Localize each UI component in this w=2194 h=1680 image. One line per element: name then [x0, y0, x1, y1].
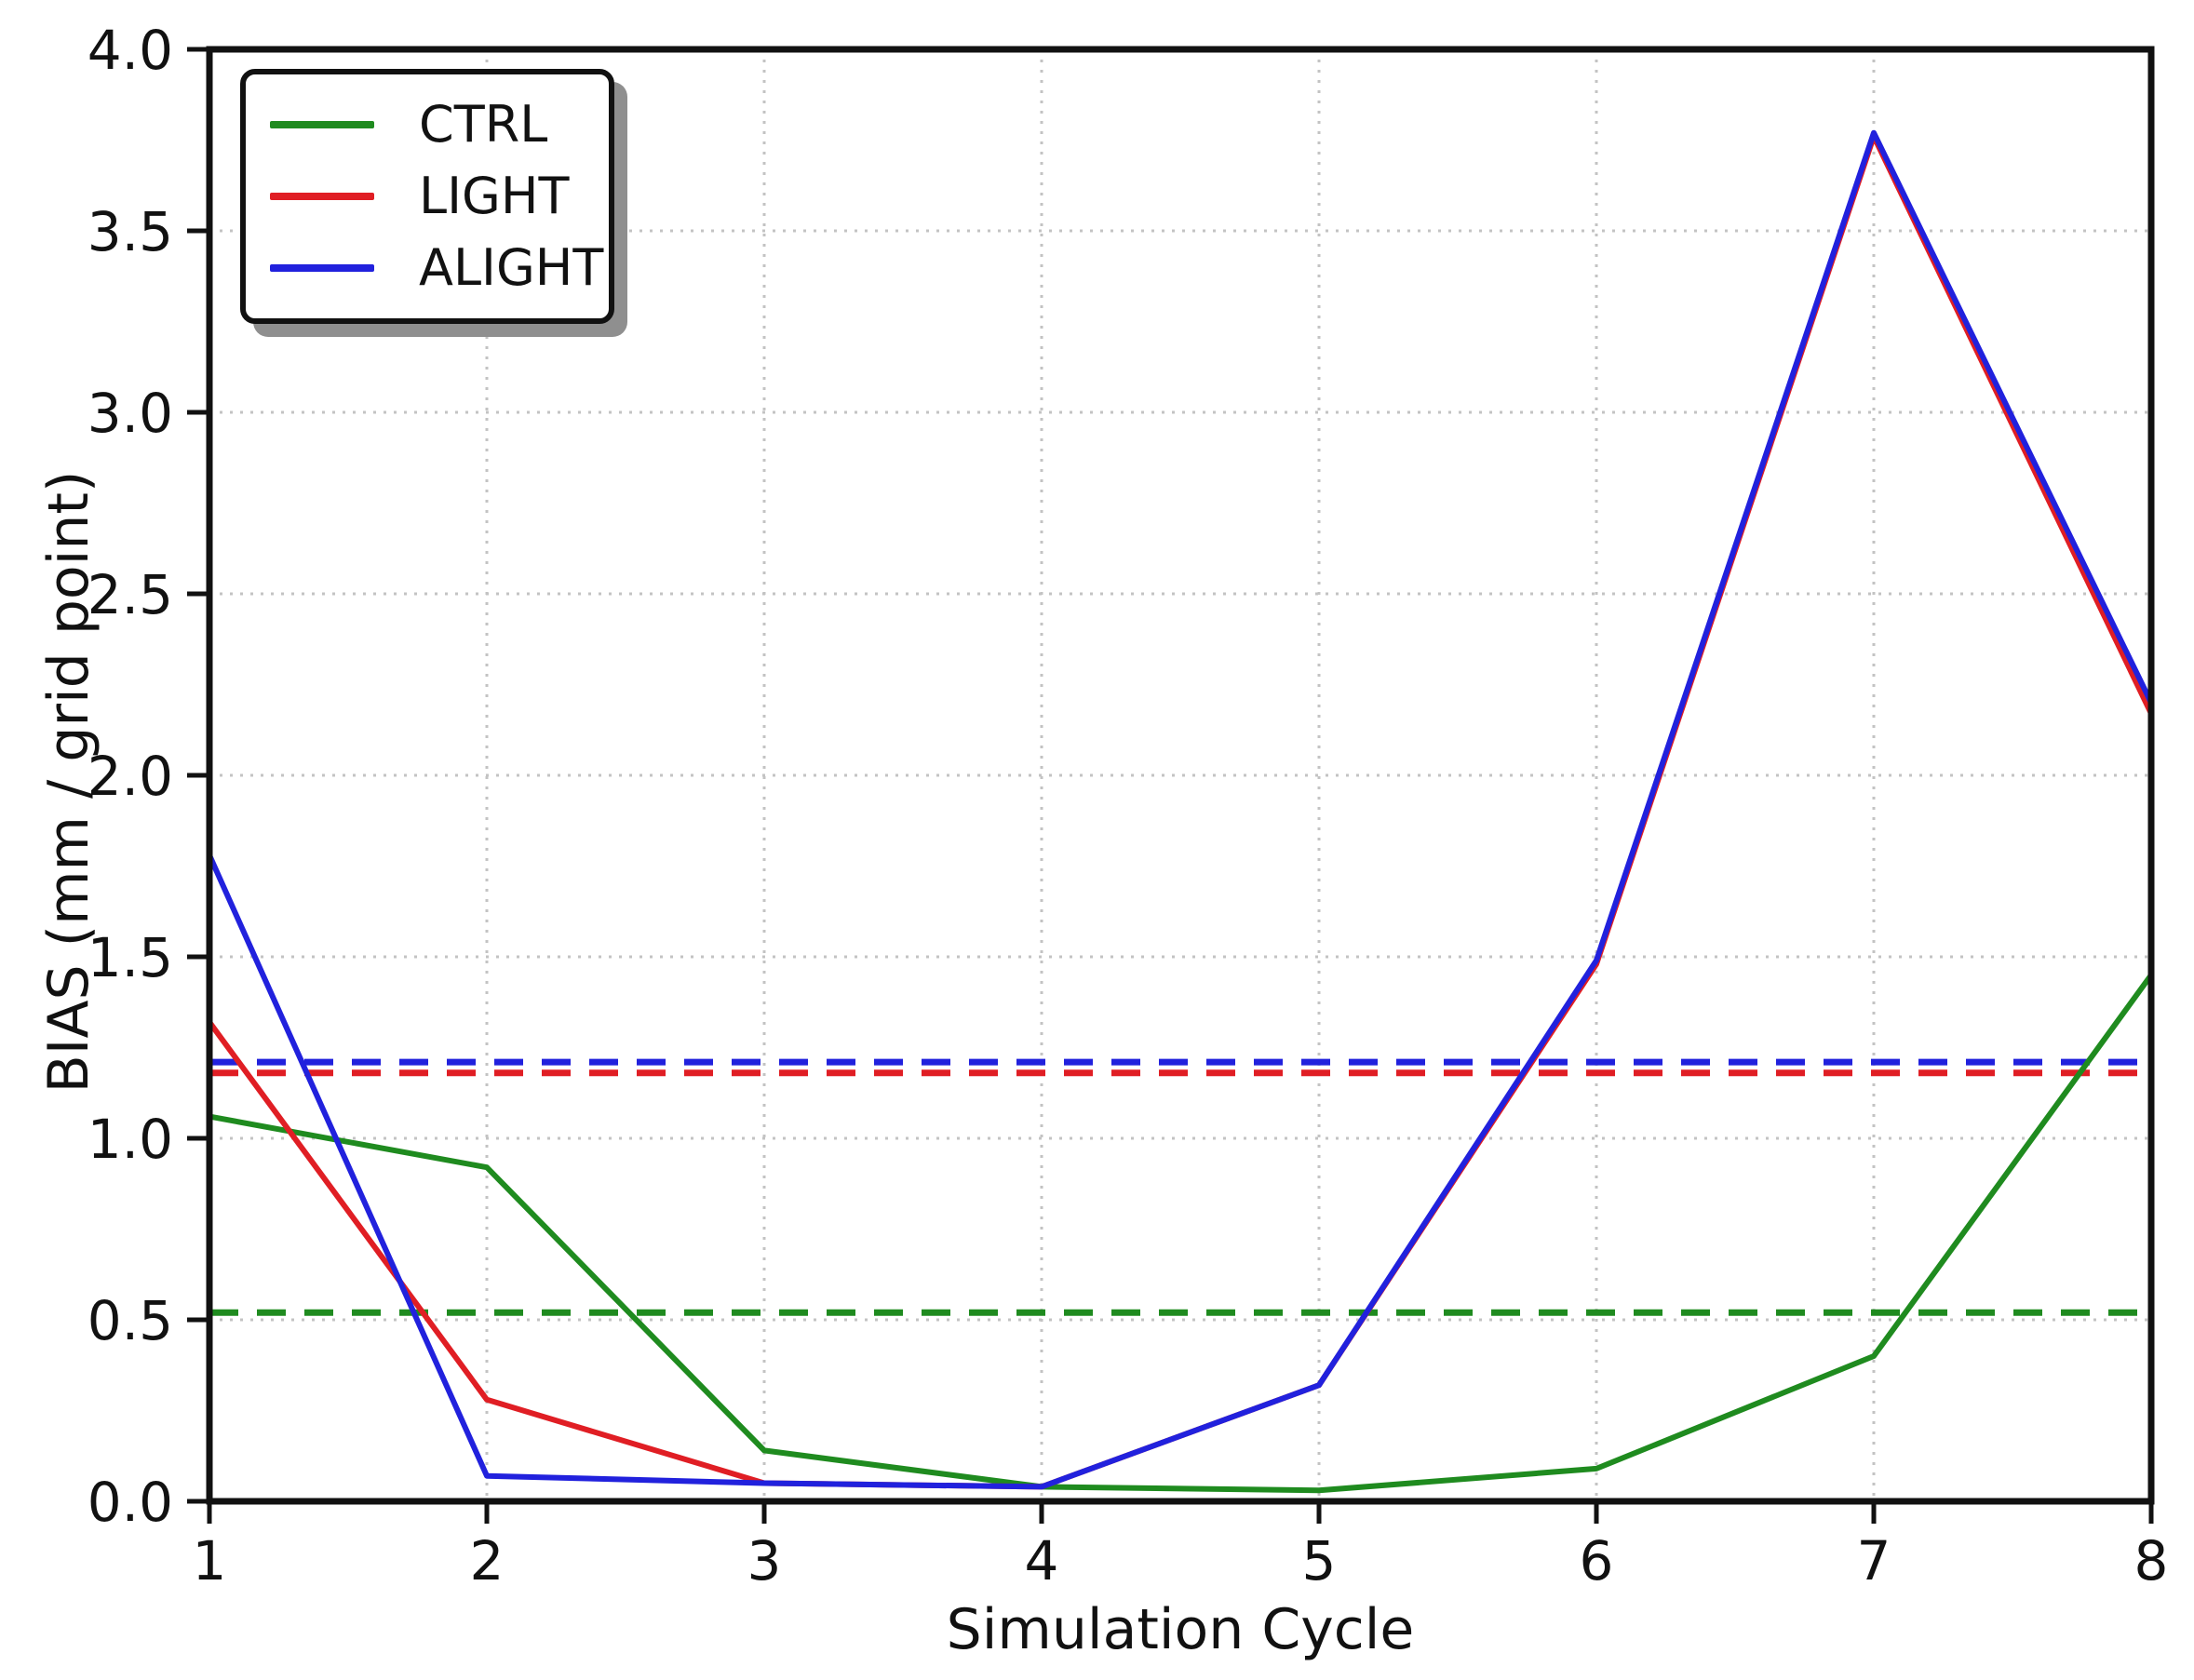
light-line-swatch	[270, 192, 374, 200]
legend-item-alight: ALIGHT	[246, 237, 609, 297]
x-tick-label: 2	[470, 1529, 505, 1593]
series-line-light	[207, 133, 2154, 1490]
x-tick-label: 1	[193, 1529, 227, 1593]
y-tick-label: 3.5	[87, 200, 173, 263]
alight-line-swatch	[270, 263, 374, 272]
legend-item-label: CTRL	[419, 95, 548, 155]
y-tick-label: 1.0	[87, 1108, 173, 1171]
x-tick-label: 5	[1302, 1529, 1337, 1593]
x-tick-label: 4	[1025, 1529, 1059, 1593]
ctrl-line-swatch	[270, 121, 374, 129]
legend-item-light: LIGHT	[246, 166, 609, 225]
y-axis-label: BIAS (mm / grid point)	[36, 470, 101, 1094]
x-tick-label: 7	[1857, 1529, 1891, 1593]
series-line-ctrl	[207, 972, 2154, 1494]
y-tick-label: 3.0	[87, 382, 173, 445]
x-axis-label: Simulation Cycle	[946, 1597, 1415, 1662]
x-tick-label: 8	[2134, 1529, 2169, 1593]
y-tick-label: 4.0	[87, 19, 173, 82]
x-tick-label: 6	[1580, 1529, 1614, 1593]
y-tick-label: 0.0	[87, 1471, 173, 1534]
legend-item-ctrl: CTRL	[246, 100, 609, 150]
series-line-alight	[207, 129, 2154, 1490]
legend-item-label: ALIGHT	[419, 237, 604, 297]
legend-item-label: LIGHT	[419, 166, 570, 225]
legend: CTRL LIGHT ALIGHT	[240, 69, 614, 324]
y-tick-label: 0.5	[87, 1289, 173, 1352]
x-tick-label: 3	[747, 1529, 782, 1593]
y-tick-label: 2.5	[87, 563, 173, 626]
y-tick-label: 1.5	[87, 926, 173, 989]
y-tick-label: 2.0	[87, 745, 173, 808]
